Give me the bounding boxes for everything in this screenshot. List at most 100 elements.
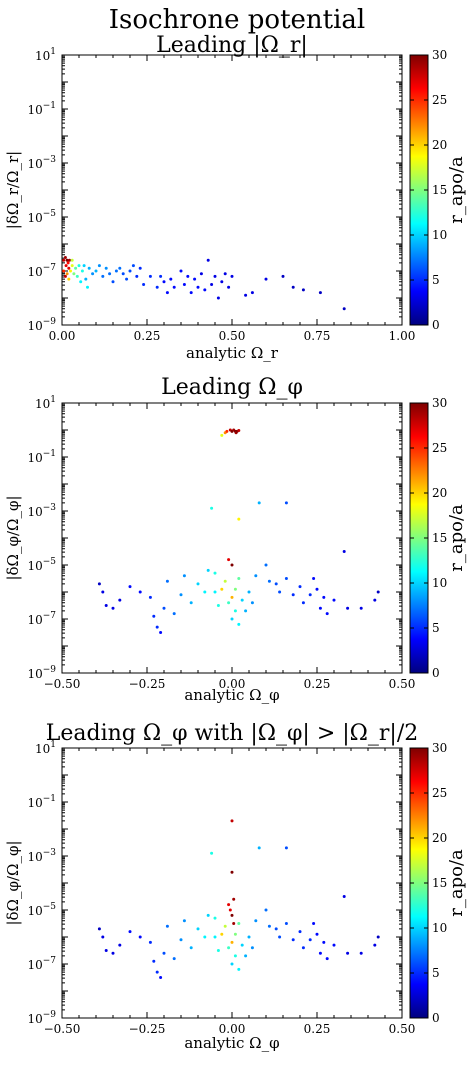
x-tick-label: 0.00	[219, 1022, 246, 1036]
data-point	[254, 574, 258, 578]
data-point	[237, 517, 241, 521]
data-point	[97, 582, 101, 586]
data-point	[220, 587, 224, 591]
data-point	[199, 272, 203, 276]
data-point	[66, 261, 70, 265]
data-point	[291, 285, 295, 289]
data-point	[79, 280, 83, 284]
data-point	[244, 293, 248, 297]
data-point	[264, 908, 268, 912]
x-tick-label: 0.75	[304, 329, 331, 343]
data-point	[230, 819, 234, 823]
data-point	[227, 285, 231, 289]
data-point	[244, 609, 248, 613]
data-point	[196, 285, 200, 289]
data-point	[267, 924, 271, 928]
colorbar-tick-label: 0	[432, 318, 440, 332]
data-point	[284, 846, 288, 850]
data-point	[312, 922, 316, 925]
colorbar: 0 5 10 15 20 25 30 r_apo/a	[409, 741, 467, 1025]
y-tick-label: 10−3	[27, 155, 56, 171]
data-point	[155, 625, 159, 629]
y-tick-label: 10−7	[27, 956, 56, 972]
data-point	[131, 264, 135, 268]
x-tick-label: 0.25	[134, 329, 161, 343]
panel-title: Leading |Ω_r|	[156, 33, 308, 58]
data-point	[111, 606, 115, 610]
data-point	[220, 433, 224, 437]
data-point	[84, 277, 88, 281]
y-tick-label: 10−1	[27, 101, 56, 117]
colorbar-tick-label: 10	[432, 228, 447, 242]
data-point	[65, 258, 69, 262]
data-point	[172, 285, 176, 289]
data-point	[227, 903, 231, 907]
colorbar-tick-label: 25	[432, 93, 447, 107]
data-point	[210, 851, 214, 855]
panel-2: Leading Ω_φ −0.50 −0.25 0.00 0.25 0.50 101 10−1…	[4, 375, 467, 704]
data-point	[230, 962, 234, 966]
data-point	[104, 604, 108, 607]
data-point	[97, 264, 101, 268]
data-point	[233, 587, 237, 591]
data-point	[172, 957, 176, 961]
colorbar-label: r_apo/a	[446, 849, 467, 917]
data-point	[182, 283, 186, 286]
data-point	[210, 506, 214, 510]
x-tick-label: 0.50	[389, 677, 416, 691]
data-point	[62, 258, 66, 262]
x-tick-label: 0.50	[389, 1022, 416, 1036]
data-point	[291, 593, 295, 597]
data-point	[138, 935, 142, 939]
data-point	[206, 913, 210, 917]
data-point	[86, 285, 89, 289]
colorbar-tick-label: 30	[432, 396, 447, 410]
data-point	[87, 266, 91, 270]
data-point	[237, 577, 241, 580]
y-tick-label: 101	[35, 47, 56, 63]
data-point	[318, 291, 322, 295]
data-point	[77, 264, 81, 268]
data-point	[148, 274, 152, 278]
x-tick-label: −0.25	[129, 1022, 166, 1036]
data-point	[121, 272, 125, 276]
plot-frame	[61, 54, 403, 326]
data-point	[91, 272, 95, 276]
data-point	[182, 574, 186, 578]
data-point	[373, 598, 377, 602]
data-point	[94, 269, 98, 273]
data-point	[376, 590, 380, 594]
data-point	[237, 429, 241, 433]
x-tick-label: 1.00	[389, 329, 416, 343]
data-point	[322, 595, 326, 599]
colorbar-tick-label: 10	[432, 576, 447, 590]
data-point	[325, 612, 329, 616]
data-point	[284, 501, 288, 505]
colorbar-tick-label: 5	[432, 273, 440, 287]
data-point	[189, 946, 193, 950]
data-point	[247, 935, 251, 939]
data-point	[308, 593, 312, 597]
data-point	[250, 946, 254, 950]
colorbar-tick-label: 0	[432, 666, 440, 680]
data-point	[315, 932, 319, 936]
data-point	[284, 922, 288, 925]
data-point	[237, 967, 241, 971]
y-tick-label: 10−7	[27, 263, 56, 279]
data-point	[152, 614, 156, 618]
x-tick-label: 0.00	[49, 329, 76, 343]
data-point	[230, 913, 234, 917]
figure-title: Isochrone potential	[109, 5, 366, 35]
data-point	[75, 274, 79, 278]
data-point	[244, 954, 248, 958]
panel-1: Leading |Ω_r| 0.00 0.25 0.50 0.75 1.00 101 10−1…	[4, 33, 467, 362]
data-point	[203, 935, 207, 939]
x-tick-label: 0.25	[304, 1022, 331, 1036]
data-point	[342, 307, 346, 311]
data-point	[193, 277, 197, 281]
data-point	[233, 932, 237, 936]
data-point	[233, 609, 237, 613]
colorbar-label: r_apo/a	[446, 156, 467, 224]
data-point	[223, 579, 227, 583]
data-point	[206, 568, 210, 572]
